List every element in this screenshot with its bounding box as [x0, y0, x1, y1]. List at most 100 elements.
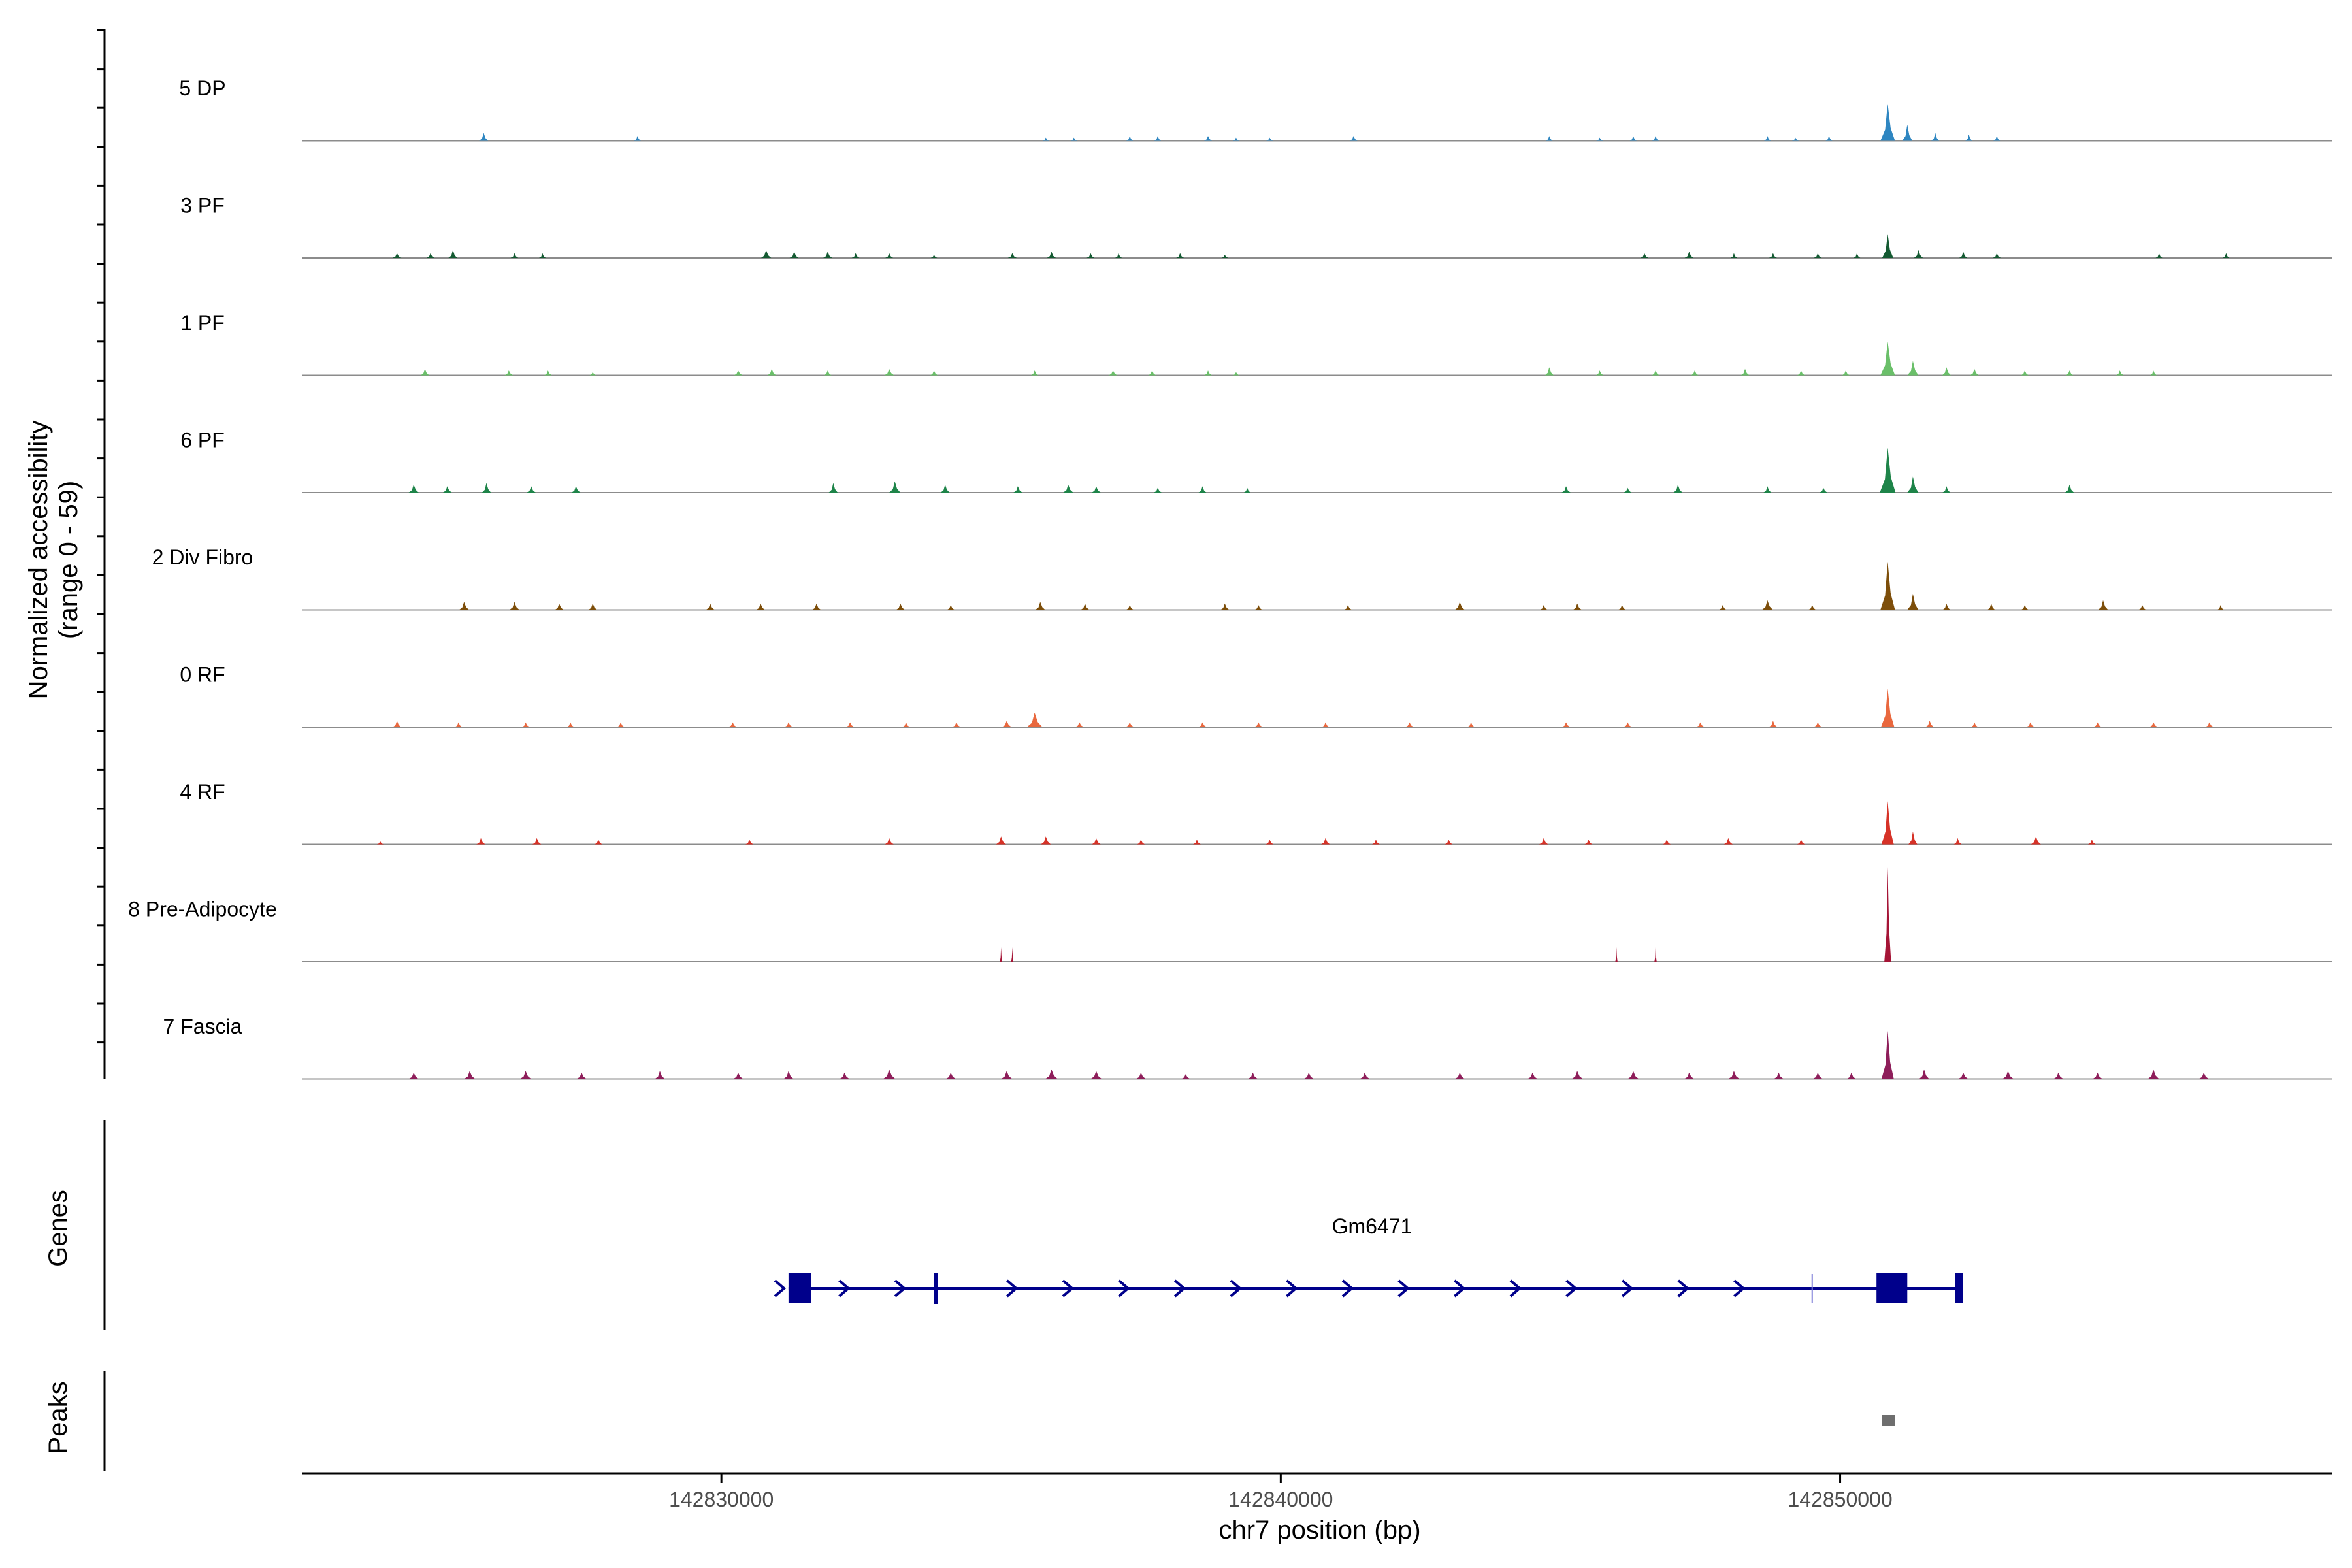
coverage-peak	[1797, 370, 1805, 376]
coverage-peak	[1595, 370, 1604, 376]
gene-strand-arrow	[1509, 1279, 1522, 1298]
coverage-peak	[1198, 486, 1207, 493]
coverage-peak	[1092, 838, 1101, 845]
coverage-peak	[1092, 486, 1101, 493]
coverage-peak	[504, 370, 514, 376]
coverage-peak	[1243, 487, 1251, 493]
coverage-peak	[745, 840, 753, 845]
coverage-peak	[617, 722, 625, 727]
coverage-peak	[789, 252, 799, 258]
coverage-peak	[2223, 253, 2230, 258]
coverage-peak	[1405, 722, 1414, 727]
coverage-peak	[1673, 484, 1683, 493]
coverage-peak	[479, 133, 489, 141]
coverage-peak	[896, 603, 905, 610]
coverage-peak	[1220, 603, 1230, 610]
coverage-peak	[576, 1072, 587, 1079]
coverage-peak	[2021, 605, 2029, 610]
coverage-peak	[2053, 1072, 2064, 1079]
coverage-peak	[1791, 137, 1799, 141]
coverage-peak	[1445, 840, 1453, 845]
coverage-peak	[1880, 104, 1895, 141]
coverage-peak	[1797, 840, 1805, 845]
coverage-peak	[1953, 838, 1962, 845]
track-label: 2 Div Fibro	[152, 546, 253, 569]
coverage-peak	[1013, 486, 1022, 493]
coverage-peak	[527, 486, 536, 493]
coverage-peak	[2204, 722, 2214, 727]
coverage-peak	[1000, 947, 1002, 962]
coverage-peak	[1154, 136, 1162, 141]
coverage-peak	[1663, 840, 1671, 845]
coverage-peak	[1148, 370, 1156, 376]
coverage-peak	[464, 1071, 476, 1079]
coverage-peak	[851, 253, 860, 258]
coverage-peak	[767, 368, 777, 376]
coverage-peak	[1080, 603, 1090, 610]
coverage-peak	[655, 1071, 665, 1079]
coverage-peak	[1846, 1072, 1856, 1079]
coverage-peak	[1007, 253, 1017, 258]
coverage-peak	[1371, 840, 1380, 845]
coverage-peak	[1126, 136, 1134, 141]
coverage-peak	[1684, 252, 1694, 258]
coverage-peak	[1880, 341, 1895, 376]
coverage-peak	[1204, 136, 1212, 141]
peak-regions	[1882, 1415, 1895, 1426]
coverage-peak	[539, 253, 546, 258]
coverage-peak	[2087, 840, 2096, 845]
coverage-peak	[482, 483, 491, 493]
coverage-peak	[1640, 253, 1648, 258]
track-4-rf: 4 RF	[180, 780, 2332, 845]
coverage-peak	[1942, 486, 1951, 493]
coverage-peak	[733, 1072, 743, 1079]
x-tick-label: 142830000	[669, 1488, 774, 1511]
coverage-peak	[1959, 252, 1967, 258]
coverage-peak	[1942, 603, 1951, 610]
coverage-peak	[408, 1072, 419, 1079]
gene-strand-arrow	[1006, 1279, 1019, 1298]
coverage-peak	[594, 840, 602, 845]
coverage-peak	[889, 481, 901, 493]
coverage-peak	[589, 372, 596, 376]
coverage-peak	[930, 255, 938, 258]
coverage-peak	[1769, 721, 1778, 727]
coverage-peak	[1232, 137, 1239, 141]
track-label: 3 PF	[180, 194, 225, 218]
gene-strand-arrow	[1286, 1279, 1298, 1298]
peak-region	[1882, 1415, 1895, 1426]
genes-panel-title: Genes	[44, 1190, 73, 1267]
coverage-peak	[1690, 370, 1699, 376]
gene-strand-arrow	[1062, 1279, 1075, 1298]
coverage-peak	[1349, 136, 1358, 141]
coverage-peak	[1546, 136, 1553, 141]
coverage-peak	[823, 252, 832, 258]
coverage-peak	[2149, 370, 2157, 376]
coverage-peak	[1907, 476, 1919, 493]
coverage-peak	[884, 368, 894, 376]
gene-strand-arrow	[1173, 1279, 1186, 1298]
coverage-peak	[1125, 722, 1134, 727]
coverage-peak	[1993, 136, 2001, 141]
coverage-peak	[1321, 722, 1330, 727]
coverage-peak	[1198, 722, 1207, 727]
coverage-peak	[1571, 1071, 1583, 1079]
track-label: 6 PF	[180, 429, 225, 452]
coverage-peak	[996, 836, 1006, 845]
coverage-peak	[509, 602, 520, 610]
coverage-peak	[706, 603, 715, 610]
coverage-peak	[951, 722, 961, 727]
coverage-peak	[1254, 605, 1263, 610]
coverage-peak	[1454, 602, 1465, 610]
coverage-peak	[2138, 605, 2146, 610]
coverage-peak	[1232, 372, 1239, 376]
coverage-peak	[2025, 722, 2035, 727]
gene-strand-arrow	[1454, 1279, 1466, 1298]
coverage-peak	[1596, 137, 1603, 141]
coverage-peak	[1629, 136, 1637, 141]
coverage-peak	[1627, 1071, 1639, 1079]
coverage-peak	[1126, 605, 1134, 610]
coverage-peak	[426, 253, 434, 258]
coverage-peak	[1303, 1072, 1314, 1079]
coverage-peak	[476, 838, 485, 845]
